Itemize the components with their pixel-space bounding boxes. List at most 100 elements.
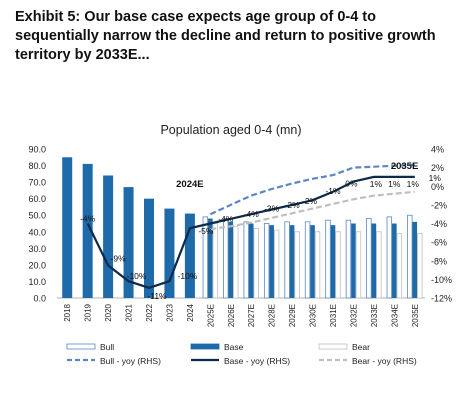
y-right-tick-label: -8% [431,256,447,266]
bar-base [164,208,175,298]
y-left-tick-label: 30.0 [28,244,46,254]
legend-label: Base [224,342,244,352]
bar-base [412,221,418,298]
y-right-tick-label: -10% [431,275,452,285]
bar-base [330,225,336,298]
data-label: -2% [285,200,301,210]
y-right-tick-label: 0% [431,182,444,192]
bar-base [184,213,195,298]
bar-bull [304,221,311,299]
bar-bull [325,219,331,299]
legend-label: Bear [352,342,370,352]
data-label: 1% [407,179,420,189]
chart-title: Population aged 0-4 (mn) [160,123,301,137]
line-bear-yoy [210,190,415,231]
bar-base [123,187,134,298]
bar-base [310,225,315,298]
bar-base [62,157,73,298]
data-label: -5% [198,226,214,236]
bar-bear [335,231,341,299]
x-tick-label: 2026E [227,304,236,327]
bar-base [392,223,397,298]
x-tick-label: 2032E [349,304,358,327]
x-tick-label: 2028E [268,304,277,327]
bar-bear [376,231,382,299]
x-tick-label: 2022 [145,303,154,321]
bar-base [228,221,234,298]
y-left-tick-label: 60.0 [28,194,46,204]
bar-base [351,223,356,298]
bar-bull [243,221,249,299]
x-tick-label: 2024 [186,303,195,321]
y-right-tick-label: 4% [431,145,444,155]
bar-base [144,198,154,298]
y-right-tick-label: 2% [431,163,444,173]
bar-bear [314,231,321,299]
annotation-label: 2024E [176,179,203,190]
x-tick-label: 2025E [206,304,215,327]
y-left-tick-label: 10.0 [28,277,46,287]
y-left-tick-label: 90.0 [28,145,46,155]
x-tick-label: 2021 [125,303,134,321]
bar-base [103,175,114,298]
data-labels: -4%-9%-10%-11%-10%-5%-4% -4%-3% -2% -2%-1%0… [80,161,441,301]
bar-bull [223,218,229,299]
annotation-label: 2035E [391,161,418,172]
bar-bull [386,216,393,299]
line-base-yoy [86,175,415,289]
bar-bull [263,223,270,299]
legend-label: Bull - yoy (RHS) [100,356,161,366]
bar-bear [233,226,239,299]
y-left-tick-label: 40.0 [28,227,46,237]
data-label: -11% [147,291,167,301]
bars [62,157,423,299]
data-label: -9% [111,253,127,263]
legend-swatch [190,343,220,350]
y-left-tick-label: 0.0 [33,294,46,304]
y-left-tick-label: 70.0 [28,178,46,188]
legend-label: Base - yoy (RHS) [224,356,290,366]
data-label: -4% [218,214,234,224]
bar-bull [284,221,290,299]
x-tick-label: 2018 [63,303,72,321]
x-tick-label: 2031E [329,304,338,327]
bar-bear [212,223,219,299]
bar-bear [355,231,362,299]
x-tick-label: 2019 [84,303,93,321]
data-label: 0% [345,179,358,189]
data-label: -4% [244,209,260,219]
x-tick-label: 2033E [370,304,379,327]
x-tick-label: 2030E [309,304,318,327]
bar-bull [407,214,413,299]
data-label: 1% [370,179,383,189]
bar-base [371,223,377,298]
legend: Bull Base Bear Bull - yoy (RHS) Base - yoy (… [66,342,417,366]
bar-bull [345,219,352,299]
y-left-tick-label: 80.0 [28,161,46,171]
y-right-tick-label: -12% [431,294,452,304]
bar-bull [202,216,209,299]
data-label: 1% [388,179,401,189]
bar-bear [417,233,423,299]
bar-bull [366,218,372,299]
data-label: -10% [127,271,147,281]
axes: 0.0 10.0 20.0 30.0 40.0 50.0 60.0 70.0 80.0 90.0 4… [28,145,452,328]
data-label: -3% [264,204,280,214]
y-right-tick-label: -6% [431,238,447,248]
data-label: -10% [178,271,198,281]
x-tick-label: 2035E [411,304,420,327]
bar-base [248,223,254,298]
data-label: -1% [325,186,341,196]
bar-bear [396,233,403,299]
data-label: 1% [429,173,442,183]
x-tick-label: 2020 [104,303,113,321]
bar-base [82,163,93,298]
bar-bear [253,228,259,299]
x-tick-label: 2027E [247,304,256,327]
bar-base [208,218,213,298]
lines [86,163,415,289]
x-tick-label: 2029E [288,304,297,327]
exhibit-title: Exhibit 5: Our base case expects age gro… [15,9,436,63]
y-right-tick-label: -4% [431,219,447,229]
legend-swatch [318,343,348,350]
